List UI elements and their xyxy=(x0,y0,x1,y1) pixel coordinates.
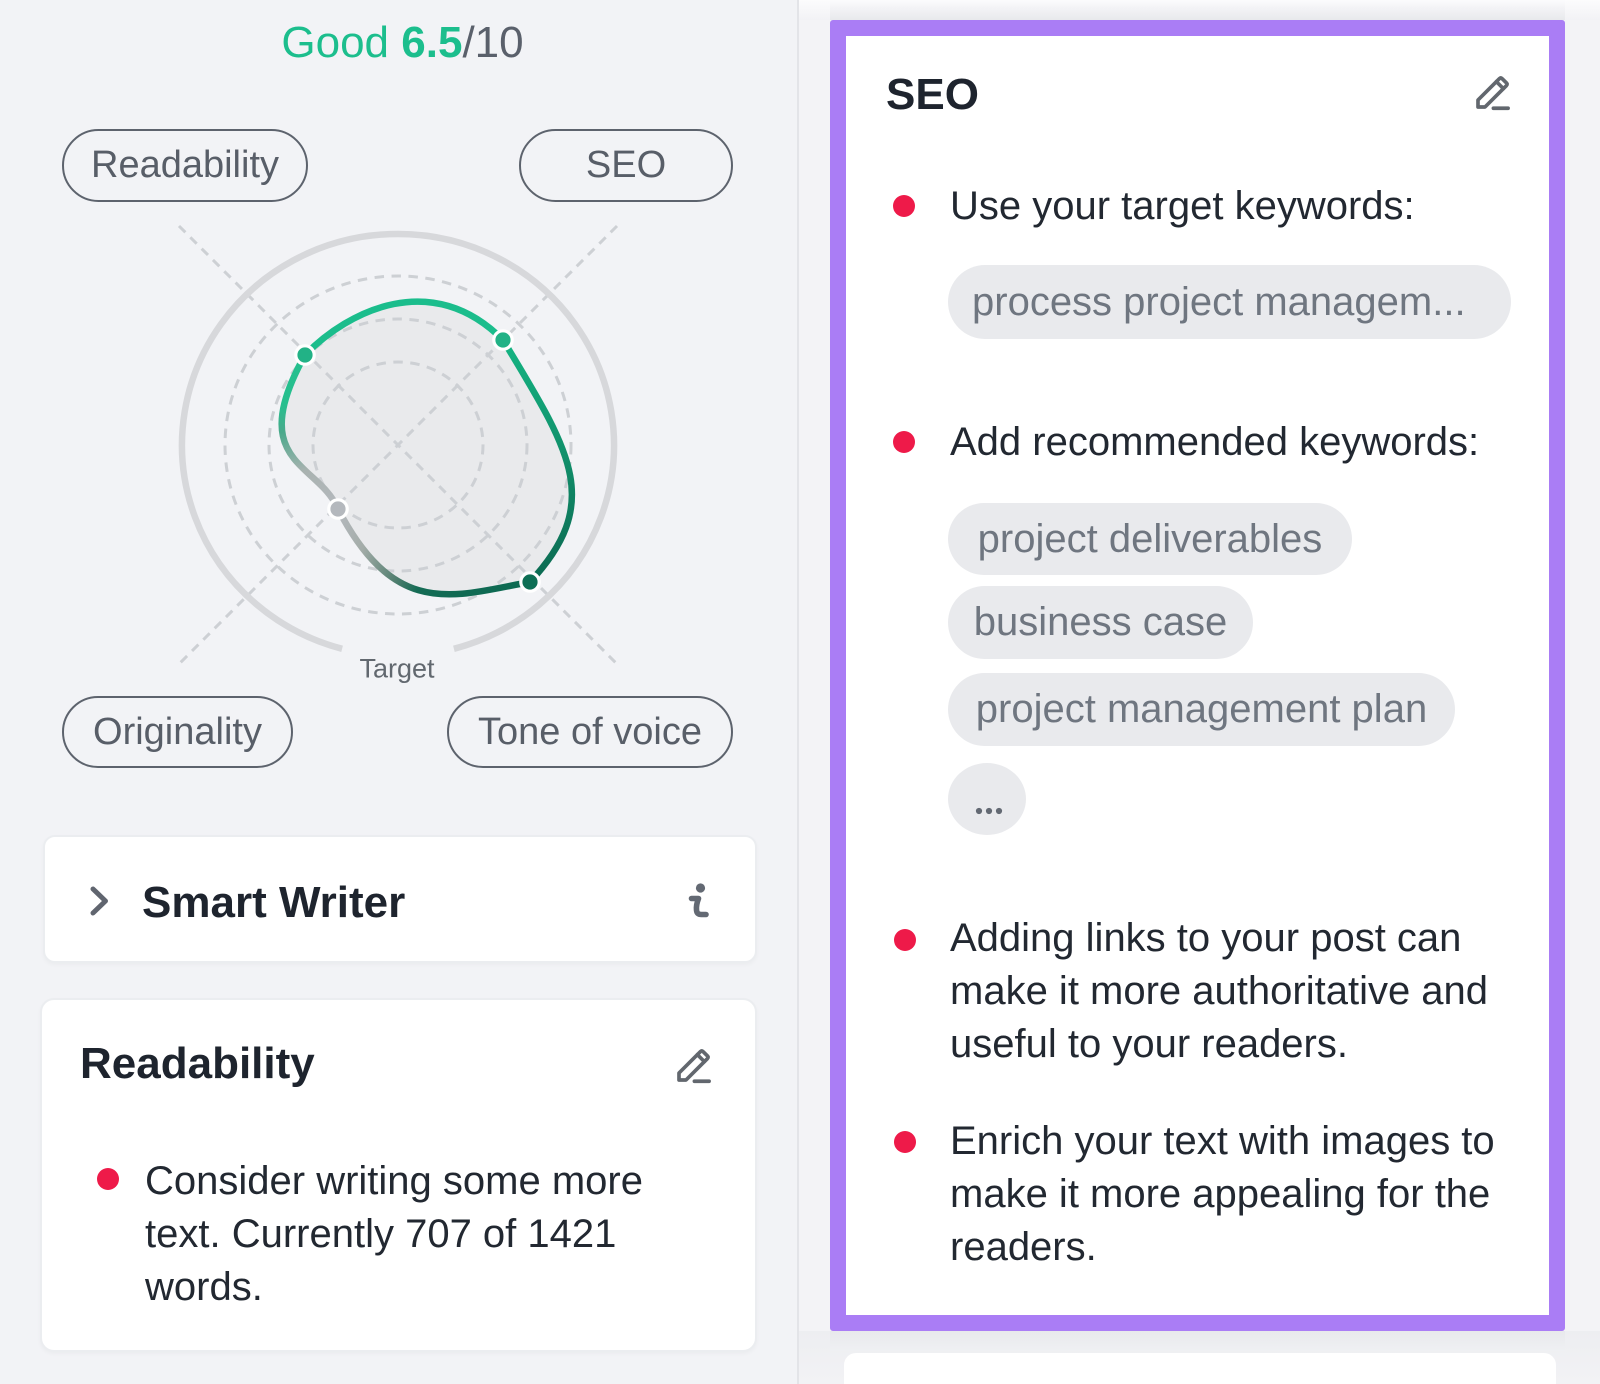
svg-text:Target: Target xyxy=(359,654,435,684)
